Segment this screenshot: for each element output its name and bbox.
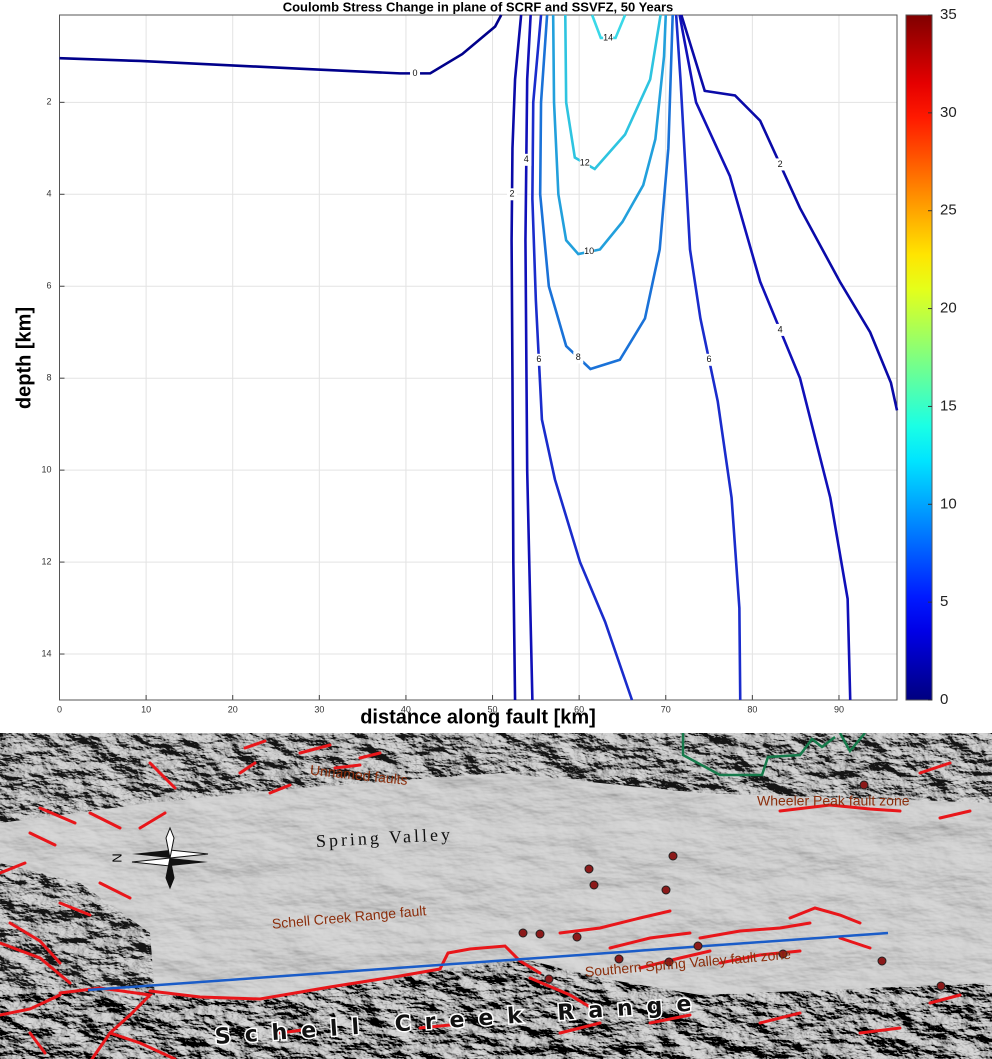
- contour-label: 0: [413, 68, 418, 78]
- contour-label: 2: [778, 159, 783, 169]
- x-tick-label: 30: [314, 704, 324, 714]
- colorbar: [906, 15, 932, 700]
- y-tick-label: 2: [46, 97, 51, 107]
- x-tick-label: 90: [834, 704, 844, 714]
- contour-label: 14: [603, 32, 613, 42]
- colorbar-tick-label: 35: [940, 6, 957, 23]
- y-tick-label: 14: [41, 648, 51, 658]
- x-tick-label: 20: [228, 704, 238, 714]
- contour-label: 12: [580, 158, 590, 168]
- y-tick-label: 6: [46, 281, 51, 291]
- y-tick-label: 4: [46, 189, 51, 199]
- colorbar-tick-label: 25: [940, 202, 957, 219]
- y-tick-label: 12: [41, 556, 51, 566]
- x-axis-label: distance along fault [km]: [360, 706, 596, 728]
- colorbar-tick-label: 15: [940, 397, 957, 414]
- colorbar-tick-label: 30: [940, 104, 957, 121]
- x-tick-label: 0: [57, 704, 62, 714]
- contour-label: 4: [778, 324, 783, 334]
- contour-label: 4: [524, 154, 529, 164]
- y-axis-label: depth [km]: [13, 307, 35, 409]
- y-tick-label: 10: [41, 465, 51, 475]
- colorbar-tick-label: 20: [940, 300, 957, 317]
- contour-label: 6: [536, 354, 541, 364]
- x-tick-label: 10: [141, 704, 151, 714]
- x-tick-label: 60: [574, 704, 584, 714]
- page: {"chart_data": {"type": "contour", "titl…: [0, 0, 992, 1059]
- contour-label: 10: [584, 246, 594, 256]
- x-tick-label: 80: [747, 704, 757, 714]
- contour-label: 6: [707, 354, 712, 364]
- x-tick-label: 40: [401, 704, 411, 714]
- contour-label: 2: [510, 189, 515, 199]
- x-tick-label: 70: [661, 704, 671, 714]
- y-tick-label: 8: [46, 373, 51, 383]
- plot-area: [60, 15, 898, 700]
- contour-label: 8: [576, 352, 581, 362]
- chart: Coulomb Stress Change in plane of SCRF a…: [0, 0, 992, 733]
- chart-title: Coulomb Stress Change in plane of SCRF a…: [283, 0, 674, 14]
- colorbar-tick-label: 5: [940, 593, 948, 610]
- map: N Unnamed faults Wheeler Peak fault zone…: [0, 733, 992, 1059]
- colorbar-tick-label: 10: [940, 495, 957, 512]
- colorbar-tick-label: 0: [940, 691, 948, 708]
- map-label: Wheeler Peak fault zone: [757, 793, 910, 809]
- north-label: N: [109, 853, 124, 862]
- x-tick-label: 50: [488, 704, 498, 714]
